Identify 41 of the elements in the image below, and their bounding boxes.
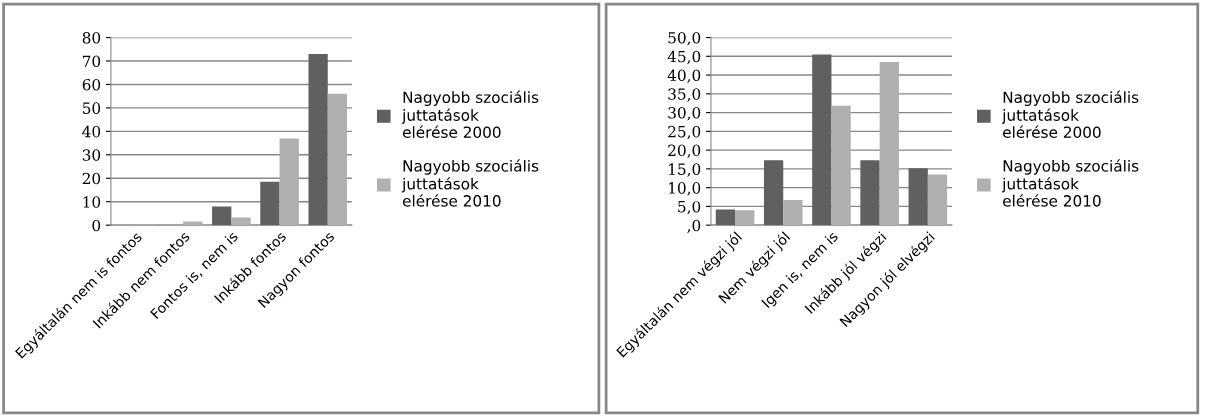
- bar: [327, 93, 348, 226]
- bar: [927, 174, 948, 226]
- y-tick-label: 20,0: [668, 144, 701, 159]
- y-tick-label: 5,0: [678, 200, 701, 215]
- y-tick-label: 40,0: [667, 69, 701, 83]
- y-tick-label: 25,0: [668, 125, 701, 140]
- y-tick-label: 50: [83, 102, 101, 114]
- legend-label: Nagyobb szociális juttatások elérése 2000: [401, 90, 539, 138]
- y-tick-label: 30,0: [668, 107, 701, 121]
- y-tick-label: 20: [82, 172, 101, 185]
- y-tick-label: 10,0: [669, 182, 701, 196]
- legend-label: Nagyobb szociális juttatások elérése 2010: [1001, 159, 1139, 207]
- bar: [812, 54, 832, 226]
- legend-label: Nagyobb szociális juttatások elérése 2000: [1001, 90, 1139, 138]
- bar: [231, 217, 251, 226]
- y-tick-label: 10: [83, 196, 101, 208]
- y-tick-label: 50,0: [668, 32, 701, 46]
- bar: [860, 160, 880, 226]
- y-tick-label: 45,0: [667, 50, 701, 65]
- y-tick-label: 40: [82, 125, 101, 138]
- y-tick-label: 35,0: [668, 88, 701, 102]
- bar: [715, 209, 736, 226]
- bar: [879, 61, 899, 226]
- bar: [183, 221, 203, 226]
- y-tick-label: 80: [82, 32, 101, 44]
- legend-label: Nagyobb szociális juttatások elérése 2010: [401, 159, 539, 207]
- bar: [279, 138, 299, 226]
- y-tick-label: 70: [82, 55, 101, 68]
- bar: [783, 200, 803, 226]
- y-tick-label: 60: [82, 78, 101, 91]
- bar: [735, 210, 755, 226]
- y-tick-label: 0: [92, 219, 101, 232]
- y-tick-label: 30: [82, 149, 101, 161]
- bar: [308, 53, 328, 226]
- y-tick-label: ,0: [687, 219, 701, 234]
- y-tick-label: 15,0: [669, 163, 701, 177]
- bar: [908, 168, 928, 226]
- bar: [212, 206, 232, 226]
- bar: [763, 160, 784, 226]
- bar: [831, 105, 851, 226]
- bar: [260, 181, 280, 226]
